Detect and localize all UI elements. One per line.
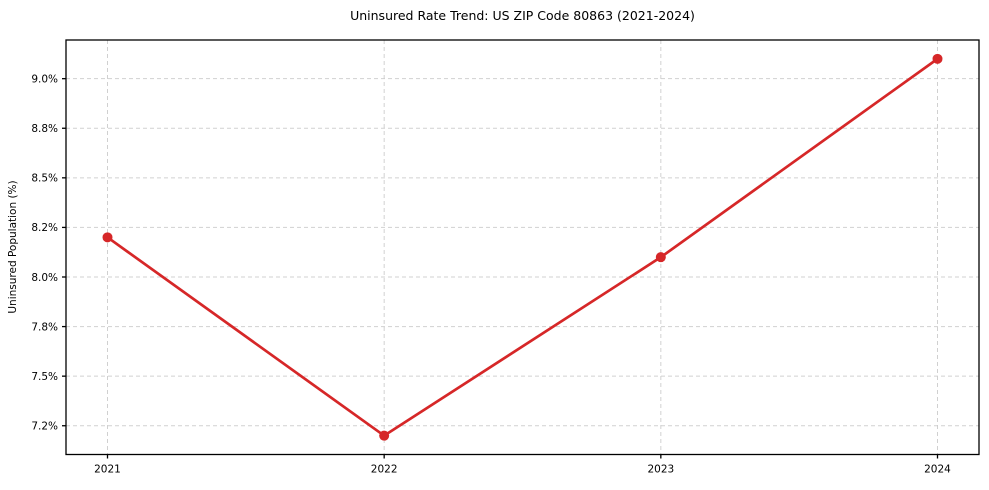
y-tick-label: 8.5% (31, 173, 58, 185)
y-tick-label: 8.0% (31, 272, 58, 284)
y-tick-label: 7.2% (31, 421, 58, 433)
x-tick-label: 2022 (371, 464, 398, 476)
y-tick-label: 9.0% (31, 73, 58, 85)
x-tick-label: 2023 (647, 464, 674, 476)
data-point (102, 232, 113, 243)
chart-title: Uninsured Rate Trend: US ZIP Code 80863 … (350, 8, 695, 23)
data-point (379, 430, 390, 441)
data-point (655, 252, 666, 263)
x-tick-label: 2024 (924, 464, 951, 476)
y-tick-label: 7.5% (31, 371, 58, 383)
y-tick-label: 7.8% (31, 321, 58, 333)
x-tick-label: 2021 (94, 464, 121, 476)
y-tick-label: 8.8% (31, 123, 58, 135)
y-tick-label: 8.2% (31, 222, 58, 234)
trend-line (106, 57, 939, 438)
plot-frame (65, 39, 980, 456)
data-point (932, 53, 943, 64)
